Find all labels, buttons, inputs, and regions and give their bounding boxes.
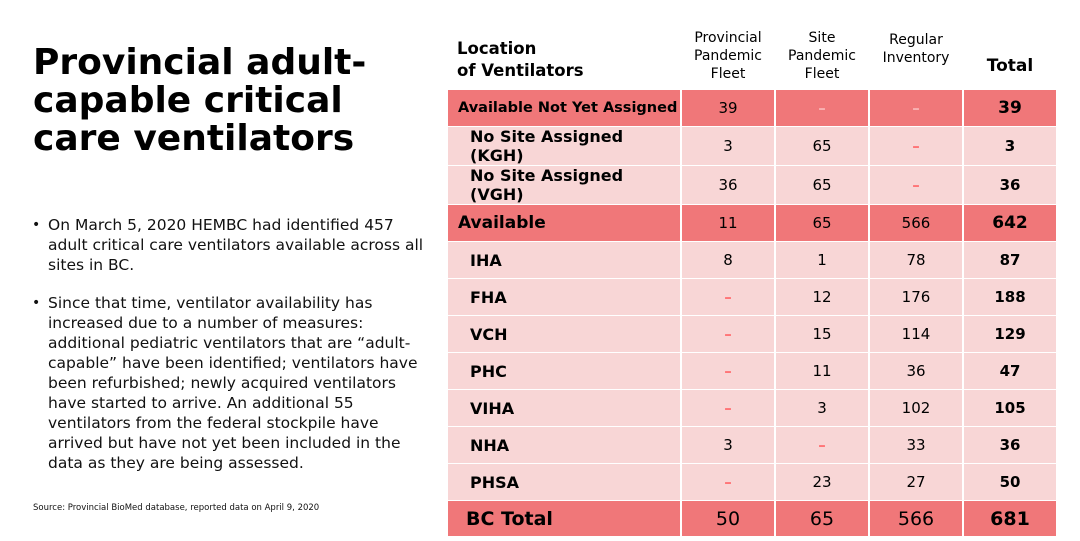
- cell-total: 129: [964, 316, 1056, 352]
- header-text: Pandemic: [788, 48, 856, 64]
- row-label: PHC: [448, 353, 680, 389]
- cell-provincial: –: [682, 279, 774, 315]
- cell-total: 87: [964, 242, 1056, 278]
- cell-total: 36: [964, 427, 1056, 463]
- table-row: PHC –11 36 47: [448, 353, 1056, 389]
- cell-regular: 102: [870, 390, 962, 426]
- row-label: VIHA: [448, 390, 680, 426]
- cell-total: 39: [964, 90, 1056, 126]
- cell-provincial: 11: [682, 205, 774, 241]
- row-label: NHA: [448, 427, 680, 463]
- cell-total: 47: [964, 353, 1056, 389]
- row-label: No Site Assigned (KGH): [448, 127, 680, 165]
- cell-provincial: 8: [682, 242, 774, 278]
- cell-site: 3: [776, 390, 868, 426]
- row-label: No Site Assigned (VGH): [448, 166, 680, 204]
- header-provincial-fleet: Provincial Pandemic Fleet: [682, 11, 774, 89]
- header-text: Fleet: [710, 66, 746, 82]
- cell-regular: 114: [870, 316, 962, 352]
- header-location: Location of Ventilators: [448, 11, 680, 89]
- cell-site: 1: [776, 242, 868, 278]
- cell-site: 11: [776, 353, 868, 389]
- cell-site: 65: [776, 501, 868, 536]
- row-label: IHA: [448, 242, 680, 278]
- cell-provincial: 3: [682, 127, 774, 165]
- header-regular-inventory: Regular Inventory: [870, 11, 962, 89]
- cell-regular: 176: [870, 279, 962, 315]
- cell-total: 681: [964, 501, 1056, 536]
- cell-regular: 33: [870, 427, 962, 463]
- table-row: No Site Assigned (VGH) 36 65–36: [448, 166, 1056, 204]
- cell-site: 65: [776, 166, 868, 204]
- cell-provincial: 3: [682, 427, 774, 463]
- table-row: FHA –12 176 188: [448, 279, 1056, 315]
- cell-provincial: 39: [682, 90, 774, 126]
- bullet-item: Since that time, ventilator availability…: [32, 293, 432, 473]
- table-header-row: Location of Ventilators Provincial Pande…: [448, 11, 1056, 89]
- cell-regular: 566: [870, 501, 962, 536]
- cell-provincial: 36: [682, 166, 774, 204]
- bullet-item: On March 5, 2020 HEMBC had identified 45…: [32, 215, 432, 275]
- cell-site: –: [776, 427, 868, 463]
- cell-regular: –: [870, 127, 962, 165]
- row-label: Available Not Yet Assigned: [448, 90, 680, 126]
- cell-regular: 27: [870, 464, 962, 500]
- cell-provincial: –: [682, 390, 774, 426]
- header-site-fleet: Site Pandemic Fleet: [776, 11, 868, 89]
- header-location-line2: of Ventilators: [457, 61, 584, 80]
- cell-regular: –: [870, 166, 962, 204]
- header-text: Pandemic: [694, 48, 762, 64]
- table-row: Available Not Yet Assigned 39– –39: [448, 90, 1056, 126]
- table-row: NHA 3–33 36: [448, 427, 1056, 463]
- cell-regular: 566: [870, 205, 962, 241]
- cell-provincial: –: [682, 464, 774, 500]
- cell-regular: 36: [870, 353, 962, 389]
- cell-provincial: –: [682, 353, 774, 389]
- table-row: VIHA –3 102 105: [448, 390, 1056, 426]
- cell-site: 65: [776, 205, 868, 241]
- row-label: VCH: [448, 316, 680, 352]
- ventilator-table: Location of Ventilators Provincial Pande…: [446, 10, 1058, 537]
- row-label: Available: [448, 205, 680, 241]
- slide-title: Provincial adult-capable critical care v…: [33, 42, 367, 159]
- header-location-line1: Location: [457, 39, 537, 58]
- cell-site: 23: [776, 464, 868, 500]
- header-text: Fleet: [804, 66, 840, 82]
- cell-provincial: 50: [682, 501, 774, 536]
- cell-provincial: –: [682, 316, 774, 352]
- bullet-list: On March 5, 2020 HEMBC had identified 45…: [32, 215, 432, 491]
- cell-site: –: [776, 90, 868, 126]
- cell-total: 50: [964, 464, 1056, 500]
- row-label: FHA: [448, 279, 680, 315]
- table-row: VCH –15 114 129: [448, 316, 1056, 352]
- row-label: BC Total: [448, 501, 680, 536]
- row-label: PHSA: [448, 464, 680, 500]
- header-text: Provincial: [694, 30, 762, 46]
- cell-total: 36: [964, 166, 1056, 204]
- cell-site: 12: [776, 279, 868, 315]
- table-row: PHSA –23 27 50: [448, 464, 1056, 500]
- cell-site: 65: [776, 127, 868, 165]
- header-text: Inventory: [882, 50, 950, 66]
- cell-total: 642: [964, 205, 1056, 241]
- cell-regular: –: [870, 90, 962, 126]
- source-note: Source: Provincial BioMed database, repo…: [33, 503, 320, 513]
- table-row: No Site Assigned (KGH) 3 65–3: [448, 127, 1056, 165]
- cell-total: 3: [964, 127, 1056, 165]
- cell-total: 105: [964, 390, 1056, 426]
- header-text: Regular: [889, 32, 943, 48]
- table-row: Available 11 65 566 642: [448, 205, 1056, 241]
- table-row: BC Total 50 65 566 681: [448, 501, 1056, 536]
- table-row: IHA 8 1 78 87: [448, 242, 1056, 278]
- cell-site: 15: [776, 316, 868, 352]
- header-total: Total: [986, 56, 1034, 76]
- cell-regular: 78: [870, 242, 962, 278]
- cell-total: 188: [964, 279, 1056, 315]
- header-text: Site: [808, 30, 836, 46]
